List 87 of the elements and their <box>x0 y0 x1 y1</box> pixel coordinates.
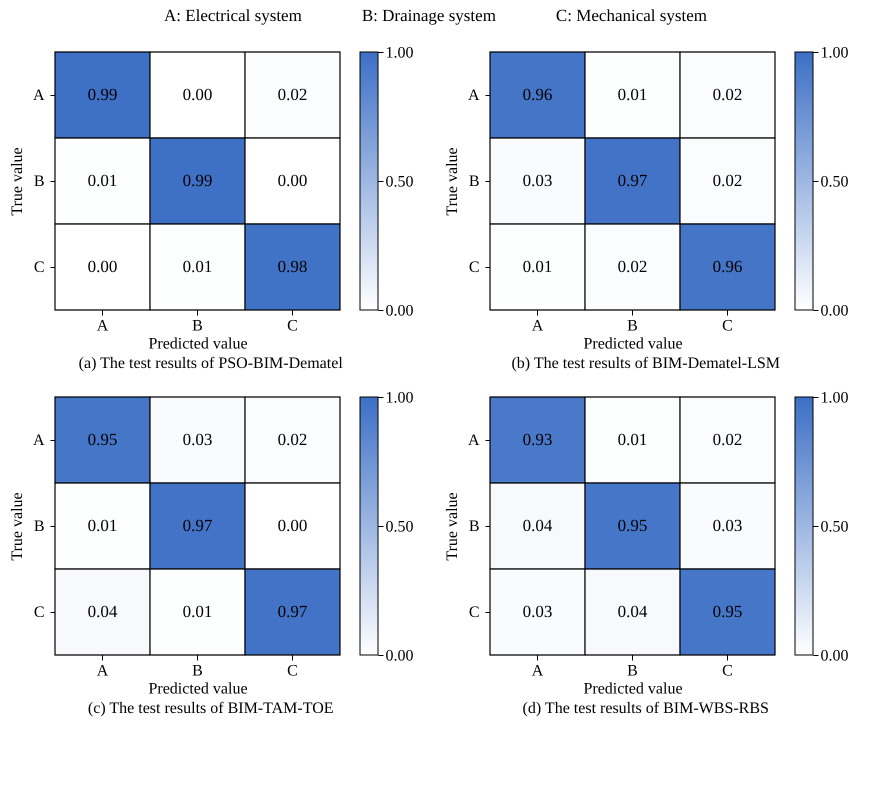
data-label: 0.01 <box>618 85 648 104</box>
color-bar-label: 0.50 <box>820 518 848 536</box>
x-axis-title: Predicted value <box>583 680 683 698</box>
x-tick-label: C <box>722 662 733 680</box>
data-label: 0.03 <box>522 171 552 190</box>
data-label: 0.01 <box>182 257 212 276</box>
data-label: 0.01 <box>618 430 648 449</box>
data-label: 0.00 <box>278 171 308 190</box>
x-tick-label: A <box>532 318 544 334</box>
text: (a) The test results of PSO-BIM-Dematel <box>78 355 344 372</box>
data-label: 0.00 <box>88 257 118 276</box>
data-label: 0.95 <box>618 516 648 535</box>
data-label: 0.03 <box>712 516 742 535</box>
x-axis-title: Predicted value <box>148 336 248 352</box>
data-label: 0.93 <box>522 430 552 449</box>
y-tick-label: A <box>32 87 45 104</box>
text: A: Electrical system <box>164 6 302 27</box>
y-tick-label: A <box>468 87 480 104</box>
data-label: 0.96 <box>522 85 552 104</box>
x-tick-label: C <box>287 662 298 680</box>
x-tick-label: B <box>192 318 203 334</box>
data-label: 0.04 <box>88 602 118 621</box>
y-tick-label: C <box>468 604 480 621</box>
text: B: Drainage system <box>362 6 496 27</box>
y-tick-label: C <box>34 259 44 276</box>
data-label: 0.04 <box>522 516 553 535</box>
x-tick-label: B <box>627 662 638 680</box>
data-label: 0.02 <box>278 430 308 449</box>
y-axis-title: True value <box>444 492 461 561</box>
x-tick-label: C <box>722 318 733 334</box>
y-axis-title: True value <box>444 147 461 216</box>
y-tick-label: B <box>468 518 480 535</box>
y-tick-label: C <box>468 259 480 276</box>
data-label: 0.00 <box>182 85 212 104</box>
x-tick-label: B <box>192 662 203 680</box>
text: (b) The test results of BIM-Dematel-LSM <box>511 355 780 372</box>
data-label: 0.01 <box>182 602 212 621</box>
data-label: 0.99 <box>182 171 212 190</box>
color-bar-label: 1.00 <box>386 390 414 406</box>
data-label: 0.04 <box>618 602 648 621</box>
x-tick-label: A <box>96 662 109 680</box>
data-label: 0.00 <box>278 516 308 535</box>
y-tick-label: B <box>34 518 44 535</box>
data-label: 0.97 <box>182 516 213 535</box>
data-label: 0.02 <box>712 430 742 449</box>
x-tick-label: A <box>532 662 544 680</box>
data-label: 0.02 <box>712 171 742 190</box>
data-label: 0.97 <box>618 171 648 190</box>
x-tick-label: B <box>627 318 638 334</box>
data-label: 0.96 <box>712 257 742 276</box>
data-label: 0.99 <box>88 85 118 104</box>
y-tick-label: C <box>34 604 44 621</box>
text: C: Mechanical system <box>556 6 707 27</box>
color-bar-label: 1.00 <box>820 390 848 406</box>
x-tick-label: A <box>96 318 109 334</box>
data-label: 0.02 <box>712 85 742 104</box>
x-axis-title: Predicted value <box>148 680 248 698</box>
y-tick-label: B <box>468 173 480 190</box>
data-label: 0.03 <box>182 430 212 449</box>
data-label: 0.97 <box>278 602 308 621</box>
data-label: 0.01 <box>522 257 552 276</box>
text: (c) The test results of BIM-TAM-TOE <box>88 700 334 717</box>
data-label: 0.02 <box>278 85 308 104</box>
color-bar-label: 1.00 <box>386 44 414 62</box>
data-label: 0.95 <box>712 602 742 621</box>
y-tick-label: A <box>32 432 45 449</box>
color-bar-label: 1.00 <box>820 44 848 62</box>
data-label: 0.95 <box>88 430 118 449</box>
color-bar-label: 0.00 <box>386 302 414 320</box>
color-bar-label: 0.00 <box>820 302 848 320</box>
y-axis-title: True value <box>8 492 26 561</box>
data-label: 0.02 <box>618 257 648 276</box>
color-bar-label: 0.50 <box>386 174 414 190</box>
x-tick-label: C <box>287 318 298 334</box>
data-label: 0.01 <box>88 171 118 190</box>
color-bar-label: 0.00 <box>820 648 848 664</box>
color-bar-label: 0.50 <box>820 174 848 190</box>
data-label: 0.98 <box>278 257 308 276</box>
color-bar-label: 0.50 <box>386 518 414 536</box>
y-tick-label: A <box>468 432 480 449</box>
color-bar-label: 0.00 <box>386 648 414 664</box>
x-axis-title: Predicted value <box>583 336 683 352</box>
y-tick-label: B <box>34 173 44 190</box>
y-axis-title: True value <box>8 147 26 216</box>
data-label: 0.03 <box>522 602 552 621</box>
data-label: 0.01 <box>88 516 118 535</box>
text: (d) The test results of BIM-WBS-RBS <box>522 700 769 717</box>
